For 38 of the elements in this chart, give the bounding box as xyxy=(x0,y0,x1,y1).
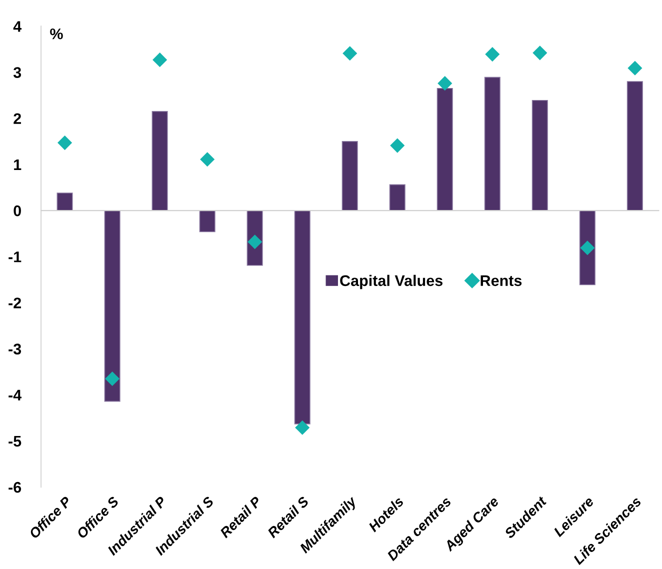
y-tick-label: 2 xyxy=(14,113,21,124)
y-tick-label: -2 xyxy=(8,298,21,308)
point xyxy=(580,240,595,256)
y-tick-label: -1 xyxy=(8,252,22,262)
bar xyxy=(104,210,120,402)
y-tick-label: 1 xyxy=(14,159,22,170)
point xyxy=(58,135,72,150)
point xyxy=(390,138,405,153)
point xyxy=(342,46,358,61)
bar xyxy=(152,111,168,211)
point xyxy=(295,420,310,435)
y-tick-label: -5 xyxy=(8,436,22,447)
bar xyxy=(532,100,548,211)
y-tick-label: 4 xyxy=(13,21,22,32)
bar xyxy=(579,210,596,286)
bar xyxy=(626,81,643,211)
point xyxy=(532,46,548,60)
point xyxy=(485,47,500,62)
bar xyxy=(389,184,406,211)
point xyxy=(438,76,452,91)
bar xyxy=(56,192,73,211)
y-tick-label: -3 xyxy=(8,344,22,355)
point xyxy=(200,152,215,167)
bar xyxy=(294,210,310,424)
legend-label: Capital Values xyxy=(340,274,442,290)
bar xyxy=(484,76,500,211)
bar xyxy=(436,88,453,211)
y-axis-title: % xyxy=(50,28,63,40)
legend-label: Rents xyxy=(480,275,522,286)
bar xyxy=(199,210,216,232)
point xyxy=(628,60,642,76)
y-tick-label: -6 xyxy=(8,482,22,493)
bar xyxy=(342,140,358,211)
point xyxy=(152,52,168,68)
y-tick-label: 0 xyxy=(14,205,21,216)
point xyxy=(105,371,120,386)
y-tick-label: -4 xyxy=(8,390,22,400)
y-tick-label: 3 xyxy=(13,67,22,78)
